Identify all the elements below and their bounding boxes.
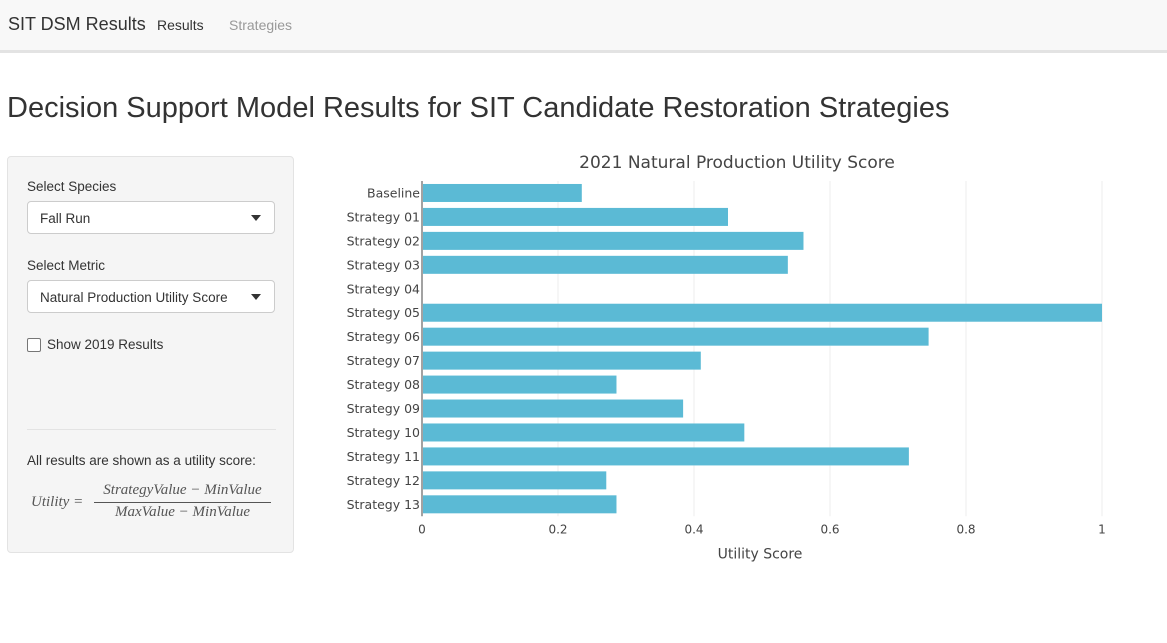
utility-note: All results are shown as a utility score… (27, 453, 256, 468)
bar[interactable] (423, 327, 929, 346)
y-tick-label: Baseline (367, 185, 420, 200)
fraction-bar (94, 502, 271, 503)
x-tick-label: 0.8 (956, 522, 975, 536)
y-tick-label: Strategy 12 (347, 473, 420, 488)
show-2019-label[interactable]: Show 2019 Results (47, 337, 164, 352)
chevron-down-icon (251, 215, 261, 221)
x-tick-label: 0.4 (684, 522, 703, 536)
x-tick-label: 0.6 (820, 522, 839, 536)
sidebar-panel: Select Species Fall Run Select Metric Na… (7, 156, 294, 553)
bar[interactable] (423, 423, 745, 442)
bar[interactable] (423, 495, 617, 514)
bar[interactable] (423, 399, 684, 418)
bar[interactable] (423, 255, 788, 274)
chart-title: 2021 Natural Production Utility Score (579, 153, 895, 173)
y-tick-label: Strategy 10 (347, 425, 420, 440)
formula-denominator: MaxValue − MinValue (114, 504, 251, 520)
page-title: Decision Support Model Results for SIT C… (7, 92, 950, 124)
y-tick-label: Strategy 11 (347, 449, 420, 464)
bar[interactable] (423, 183, 582, 202)
divider (27, 429, 276, 430)
y-tick-label: Strategy 04 (347, 281, 420, 296)
bar[interactable] (423, 231, 804, 250)
species-select[interactable]: Fall Run (27, 201, 275, 234)
y-tick-label: Strategy 08 (347, 377, 420, 392)
x-tick-label: 0 (418, 522, 426, 536)
y-tick-label: Strategy 06 (347, 329, 420, 344)
x-tick-label: 1 (1098, 522, 1106, 536)
bar[interactable] (423, 351, 701, 370)
metric-label: Select Metric (27, 258, 106, 273)
species-select-value: Fall Run (40, 211, 91, 226)
utility-bar-chart[interactable]: 2021 Natural Production Utility Score 0 0.… (320, 140, 1150, 570)
formula-lhs: Utility = (31, 494, 84, 510)
species-label: Select Species (27, 179, 117, 194)
y-tick-label: Strategy 07 (347, 353, 420, 368)
navbar: SIT DSM Results Results Strategies (0, 0, 1167, 53)
y-tick-label: Strategy 13 (347, 497, 420, 512)
x-axis-label: Utility Score (718, 546, 803, 562)
metric-select-value: Natural Production Utility Score (40, 290, 228, 305)
bar[interactable] (423, 303, 1102, 322)
app-brand[interactable]: SIT DSM Results (8, 14, 146, 34)
metric-select[interactable]: Natural Production Utility Score (27, 280, 275, 313)
bar[interactable] (423, 375, 617, 394)
x-tick-label: 0.2 (548, 522, 567, 536)
y-tick-label: Strategy 09 (347, 401, 420, 416)
bar[interactable] (423, 207, 728, 226)
y-tick-label: Strategy 02 (347, 233, 420, 248)
tab-strategies[interactable]: Strategies (229, 17, 293, 33)
y-tick-label: Strategy 03 (347, 257, 420, 272)
bar[interactable] (423, 447, 909, 466)
bar[interactable] (423, 471, 607, 490)
show-2019-checkbox[interactable] (27, 338, 41, 352)
chevron-down-icon (251, 294, 261, 300)
y-tick-label: Strategy 01 (347, 209, 420, 224)
formula-numerator: StrategyValue − MinValue (103, 482, 262, 498)
tab-results[interactable]: Results (157, 17, 204, 33)
y-tick-label: Strategy 05 (347, 305, 420, 320)
